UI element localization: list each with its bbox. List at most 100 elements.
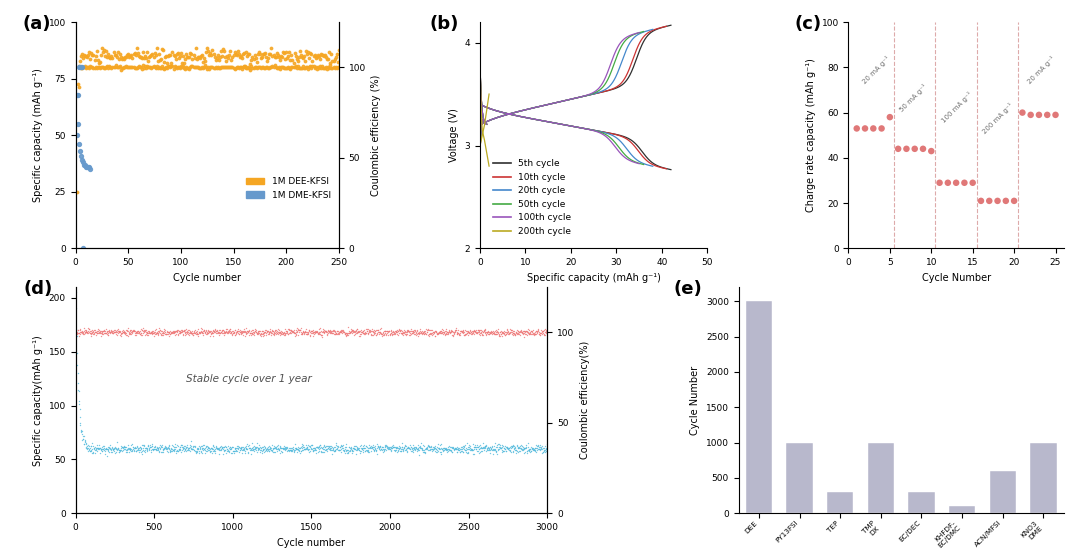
Point bbox=[208, 444, 226, 453]
Point bbox=[272, 52, 289, 61]
Point bbox=[97, 328, 114, 337]
Point bbox=[137, 326, 154, 335]
20th cycle bbox=[577, 125, 590, 131]
Point bbox=[463, 445, 481, 454]
Point bbox=[84, 442, 102, 450]
Point bbox=[362, 444, 379, 453]
Point bbox=[509, 444, 526, 453]
Point bbox=[216, 327, 233, 336]
Point bbox=[289, 446, 307, 455]
Point bbox=[119, 62, 136, 71]
Point bbox=[163, 328, 180, 337]
Point bbox=[179, 64, 197, 73]
Point bbox=[256, 445, 273, 454]
Point bbox=[436, 444, 454, 453]
Point bbox=[259, 327, 276, 336]
Point bbox=[294, 446, 311, 455]
Point bbox=[340, 443, 357, 452]
Point bbox=[124, 444, 141, 453]
Point bbox=[112, 331, 130, 340]
Point bbox=[538, 326, 555, 335]
Point bbox=[87, 329, 105, 338]
Point bbox=[501, 328, 518, 337]
Point bbox=[256, 327, 273, 336]
Point bbox=[473, 331, 490, 340]
Point bbox=[418, 327, 435, 336]
Point bbox=[148, 327, 165, 336]
Point bbox=[283, 446, 300, 455]
Point bbox=[472, 444, 489, 453]
Point bbox=[367, 447, 384, 455]
Point bbox=[104, 444, 121, 453]
Point bbox=[355, 444, 373, 453]
Point bbox=[459, 329, 476, 338]
Point bbox=[291, 64, 308, 73]
Point bbox=[167, 443, 185, 452]
Point bbox=[237, 447, 254, 455]
Point bbox=[79, 329, 96, 338]
Point bbox=[336, 330, 353, 339]
Point bbox=[522, 330, 539, 338]
Point bbox=[162, 329, 179, 338]
Point bbox=[228, 330, 245, 338]
Point bbox=[229, 444, 246, 453]
Point bbox=[141, 63, 159, 72]
Point bbox=[306, 328, 323, 337]
Point bbox=[492, 440, 510, 449]
Point bbox=[195, 326, 213, 335]
Point bbox=[268, 326, 285, 335]
Point bbox=[82, 447, 99, 455]
Point bbox=[307, 62, 324, 71]
Point bbox=[501, 443, 518, 452]
Point bbox=[96, 63, 113, 72]
Point bbox=[333, 444, 350, 453]
Point bbox=[319, 442, 336, 451]
Point bbox=[296, 330, 313, 338]
Point bbox=[497, 330, 514, 338]
Point bbox=[509, 440, 526, 449]
Point bbox=[397, 325, 415, 334]
Point bbox=[185, 442, 202, 450]
Point bbox=[487, 447, 504, 455]
Point bbox=[218, 447, 235, 456]
Point bbox=[264, 441, 281, 450]
Point bbox=[206, 448, 224, 457]
Point bbox=[269, 444, 286, 453]
Point bbox=[245, 447, 262, 455]
Point bbox=[329, 327, 347, 336]
Point bbox=[417, 443, 434, 452]
Point bbox=[167, 62, 185, 71]
Point bbox=[308, 53, 325, 62]
Point bbox=[185, 328, 202, 337]
Point bbox=[284, 55, 301, 64]
Point bbox=[309, 63, 326, 72]
Point bbox=[363, 331, 380, 339]
Point bbox=[426, 443, 443, 452]
Point bbox=[289, 444, 307, 453]
Point bbox=[221, 325, 239, 334]
Point bbox=[956, 178, 973, 187]
Point bbox=[335, 328, 352, 337]
Point bbox=[154, 46, 172, 55]
Point bbox=[166, 440, 184, 449]
Point bbox=[503, 443, 521, 452]
Point bbox=[462, 444, 480, 453]
Point bbox=[191, 328, 208, 337]
Point bbox=[243, 444, 260, 453]
Point bbox=[539, 326, 556, 335]
Point bbox=[288, 443, 306, 452]
Point bbox=[184, 444, 201, 453]
Point bbox=[82, 329, 99, 338]
Point bbox=[136, 52, 153, 61]
Point bbox=[354, 328, 372, 337]
Point bbox=[93, 445, 110, 454]
Point bbox=[136, 326, 153, 335]
Point bbox=[122, 440, 139, 449]
Point bbox=[219, 63, 237, 72]
Point bbox=[314, 51, 332, 60]
Point bbox=[217, 56, 234, 65]
Point bbox=[97, 444, 114, 453]
Point bbox=[319, 55, 336, 63]
Point bbox=[537, 329, 554, 338]
Point bbox=[420, 445, 437, 454]
